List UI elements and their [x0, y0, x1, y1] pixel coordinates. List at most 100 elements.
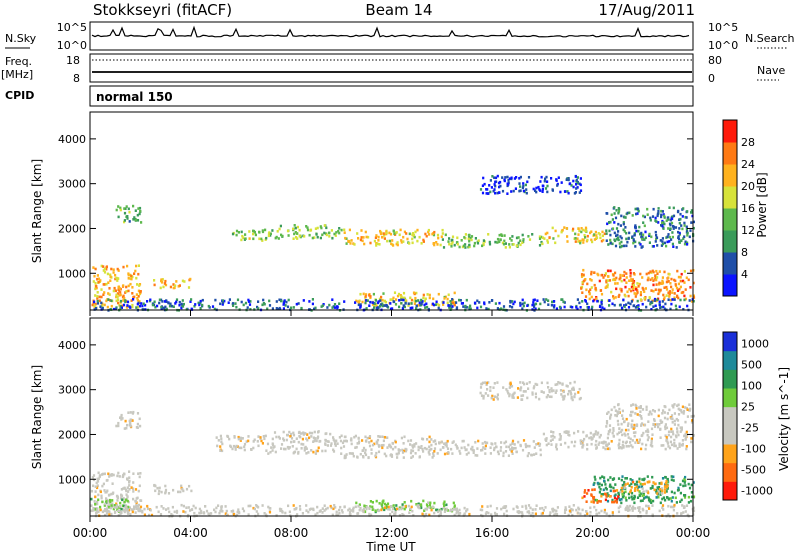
- heatmap-cell: [411, 509, 414, 513]
- heatmap-cell: [402, 298, 405, 302]
- time-x-axis: 00:00 04:00 08:00 12:00 16:00 20:00 00:00: [73, 310, 710, 540]
- heatmap-cell: [411, 446, 414, 449]
- heatmap-cell: [634, 207, 637, 211]
- heatmap-cell: [557, 234, 560, 238]
- heatmap-cell: [125, 290, 128, 293]
- heatmap-cell: [665, 285, 668, 289]
- heatmap-cell: [502, 386, 505, 389]
- heatmap-cell: [252, 229, 256, 233]
- heatmap-cell: [352, 508, 355, 511]
- heatmap-cell: [242, 236, 245, 240]
- heatmap-cell: [127, 510, 130, 514]
- heatmap-cell: [584, 278, 587, 281]
- heatmap-cell: [538, 444, 541, 447]
- heatmap-cell: [646, 213, 649, 216]
- heatmap-cell: [190, 508, 193, 511]
- heatmap-cell: [548, 395, 551, 398]
- heatmap-cell: [569, 391, 572, 395]
- heatmap-cell: [621, 493, 624, 496]
- heatmap-cell: [681, 291, 684, 294]
- heatmap-cell: [544, 232, 547, 236]
- heatmap-cell: [612, 500, 615, 504]
- heatmap-cell: [593, 475, 596, 479]
- heatmap-cell: [487, 307, 490, 311]
- heatmap-cell: [549, 439, 552, 443]
- heatmap-cell: [653, 425, 657, 428]
- heatmap-cell: [684, 484, 687, 487]
- heatmap-cell: [630, 425, 633, 429]
- heatmap-cell: [550, 443, 553, 446]
- heatmap-cell: [314, 437, 317, 440]
- heatmap-cell: [317, 435, 320, 439]
- heatmap-cell: [683, 235, 686, 238]
- velocity-colorbar-label: Velocity [m s^-1]: [777, 367, 791, 471]
- heatmap-cell: [500, 233, 503, 236]
- heatmap-cell: [363, 242, 366, 246]
- heatmap-cell: [365, 299, 368, 302]
- heatmap-cell: [545, 175, 548, 179]
- heatmap-cell: [672, 227, 675, 230]
- heatmap-cell: [395, 298, 398, 301]
- heatmap-cell: [686, 415, 689, 418]
- heatmap-cell: [669, 298, 672, 302]
- heatmap-cell: [331, 513, 334, 517]
- heatmap-cell: [574, 175, 577, 178]
- heatmap-cell: [519, 239, 522, 242]
- heatmap-cell: [151, 303, 154, 307]
- heatmap-cell: [99, 508, 102, 512]
- heatmap-cell: [125, 489, 128, 493]
- beam-title: Beam 14: [365, 1, 432, 19]
- heatmap-cell: [446, 439, 449, 443]
- heatmap-cell: [436, 510, 440, 514]
- heatmap-cell: [160, 307, 163, 311]
- heatmap-cell: [593, 481, 596, 485]
- heatmap-cell: [630, 410, 633, 414]
- heatmap-cell: [276, 307, 280, 311]
- heatmap-cell: [305, 225, 308, 228]
- heatmap-cell: [512, 392, 515, 396]
- heatmap-cell: [121, 498, 124, 502]
- heatmap-cell: [665, 437, 669, 441]
- heatmap-cell: [579, 241, 582, 245]
- heatmap-cell: [502, 451, 505, 455]
- heatmap-cell: [302, 443, 305, 446]
- heatmap-cell: [138, 206, 142, 210]
- heatmap-cell: [372, 292, 375, 296]
- heatmap-cell: [655, 234, 658, 237]
- heatmap-cell: [137, 295, 140, 298]
- heatmap-cell: [119, 299, 123, 303]
- heatmap-cell: [383, 508, 386, 512]
- heatmap-cell: [590, 436, 593, 439]
- heatmap-cell: [537, 185, 540, 189]
- heatmap-cell: [139, 424, 142, 428]
- heatmap-cell: [570, 395, 573, 399]
- heatmap-cell: [477, 239, 480, 242]
- heatmap-cell: [566, 240, 569, 243]
- heatmap-cell: [631, 410, 634, 414]
- heatmap-cell: [415, 442, 418, 445]
- heatmap-cell: [430, 447, 433, 451]
- heatmap-cell: [303, 449, 306, 452]
- heatmap-cell: [667, 216, 670, 219]
- heatmap-cell: [532, 187, 535, 191]
- heatmap-cell: [526, 510, 529, 514]
- heatmap-cell: [650, 439, 653, 443]
- heatmap-cell: [606, 499, 610, 503]
- heatmap-cell: [96, 502, 99, 506]
- heatmap-cell: [96, 484, 99, 487]
- heatmap-cell: [555, 443, 558, 446]
- heatmap-cell: [581, 282, 584, 286]
- heatmap-cell: [433, 230, 436, 234]
- heatmap-cell: [96, 480, 100, 483]
- heatmap-cell: [618, 427, 621, 430]
- heatmap-cell: [600, 299, 603, 302]
- heatmap-cell: [652, 409, 655, 412]
- heatmap-cell: [450, 508, 453, 512]
- heatmap-cell: [336, 442, 339, 445]
- heatmap-cell: [598, 441, 601, 444]
- heatmap-cell: [583, 495, 586, 498]
- heatmap-cell: [117, 288, 120, 291]
- heatmap-cell: [609, 415, 612, 419]
- heatmap-cell: [605, 495, 608, 498]
- heatmap-cell: [505, 445, 508, 449]
